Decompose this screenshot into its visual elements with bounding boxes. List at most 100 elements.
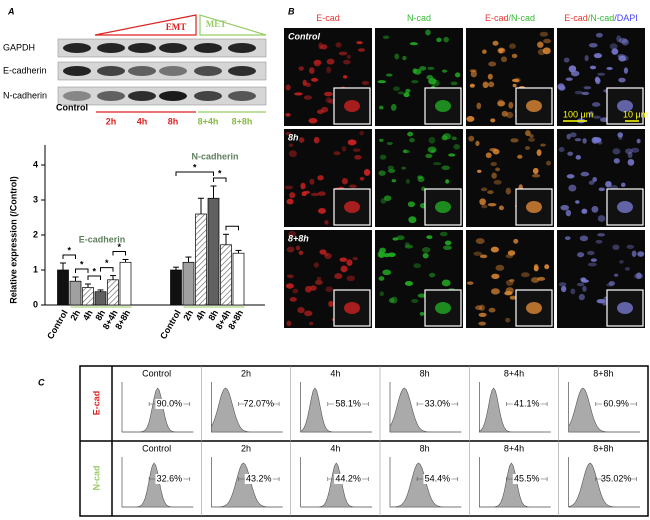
cell — [469, 83, 475, 88]
cell — [574, 138, 582, 142]
cell — [354, 154, 362, 160]
cell — [386, 141, 393, 146]
cell — [594, 76, 600, 83]
cell — [576, 282, 585, 287]
cell — [495, 264, 505, 271]
cell — [533, 265, 539, 272]
cell — [620, 182, 626, 187]
cell — [442, 133, 452, 140]
cell — [506, 111, 514, 119]
cell — [441, 279, 451, 287]
cell — [521, 272, 530, 278]
marker-label: N-cad — [91, 465, 101, 490]
cell — [352, 256, 358, 261]
cell — [593, 53, 603, 59]
bar — [119, 261, 132, 306]
cell — [317, 191, 326, 196]
cell — [488, 61, 497, 67]
flow-percentage: 33.0% — [425, 398, 451, 408]
blot-band — [228, 91, 256, 101]
cell — [529, 134, 534, 138]
marker-label: E-cad — [91, 391, 101, 416]
cell — [530, 277, 540, 283]
condition-label: Control — [288, 31, 320, 41]
cell — [569, 132, 577, 138]
cell — [597, 72, 606, 76]
channel-header-part: /N-cad — [588, 13, 615, 23]
panel-label: C — [38, 377, 45, 387]
cell — [542, 47, 551, 55]
blot-band — [63, 91, 91, 101]
cell — [297, 306, 305, 314]
cell — [631, 250, 637, 257]
cell — [491, 172, 497, 179]
cell — [341, 146, 347, 152]
bar — [69, 280, 82, 306]
cell — [501, 110, 508, 117]
cell — [426, 235, 433, 240]
cell — [425, 29, 431, 36]
blot-lane-label: 8+8h — [232, 116, 253, 126]
cell — [613, 158, 620, 164]
cell — [403, 92, 410, 98]
cell — [626, 244, 635, 250]
x-tick-label: Control — [45, 308, 70, 341]
cell — [411, 79, 419, 84]
condition-label: 8h — [288, 132, 299, 142]
bar — [195, 213, 207, 306]
cell — [470, 70, 477, 78]
bar — [232, 252, 245, 306]
inset-cell — [617, 201, 633, 213]
cell — [396, 235, 405, 241]
cell — [479, 198, 486, 206]
flow-percentage: 45.5% — [514, 473, 540, 483]
cell — [509, 278, 515, 283]
cell — [487, 73, 493, 80]
cell — [404, 244, 413, 249]
cell — [475, 140, 480, 147]
significance-mark: * — [218, 168, 222, 178]
cell — [413, 68, 422, 75]
cell — [558, 146, 565, 153]
cell — [505, 317, 511, 323]
x-tick-label: 2h — [68, 308, 82, 322]
flow-histogram — [478, 387, 551, 433]
cell — [582, 285, 587, 292]
cell — [308, 117, 318, 124]
cell — [387, 168, 396, 173]
phase-label: MET — [206, 19, 227, 29]
cell — [477, 169, 482, 173]
cell — [318, 208, 326, 214]
flow-histogram — [479, 462, 551, 508]
y-tick-label: 0 — [33, 299, 38, 309]
flow-gate-label-bg — [602, 474, 631, 484]
cell — [413, 263, 421, 269]
cell — [618, 77, 626, 83]
bar — [107, 279, 119, 306]
cell — [309, 285, 317, 291]
bar — [182, 261, 195, 306]
cell — [611, 48, 619, 55]
flow-gate-label-bg — [423, 474, 452, 484]
inset-cell — [435, 201, 451, 213]
inset-cell — [344, 302, 360, 314]
cell — [334, 273, 343, 280]
cell — [532, 167, 539, 174]
cell — [289, 192, 296, 199]
cell — [558, 282, 567, 287]
blot-band — [97, 43, 125, 53]
flow-gate-label-bg — [155, 399, 184, 409]
cell — [422, 253, 429, 259]
cell — [495, 167, 501, 172]
cell — [536, 149, 542, 157]
cell — [570, 288, 576, 295]
emt-triangle — [94, 14, 197, 36]
cell — [597, 215, 606, 222]
cell — [488, 81, 495, 88]
cell — [335, 42, 342, 48]
cell — [421, 186, 426, 191]
series-label: E-cadherin — [79, 234, 126, 244]
cell — [411, 298, 419, 303]
blot-band — [128, 91, 156, 101]
blot-band — [159, 91, 187, 101]
